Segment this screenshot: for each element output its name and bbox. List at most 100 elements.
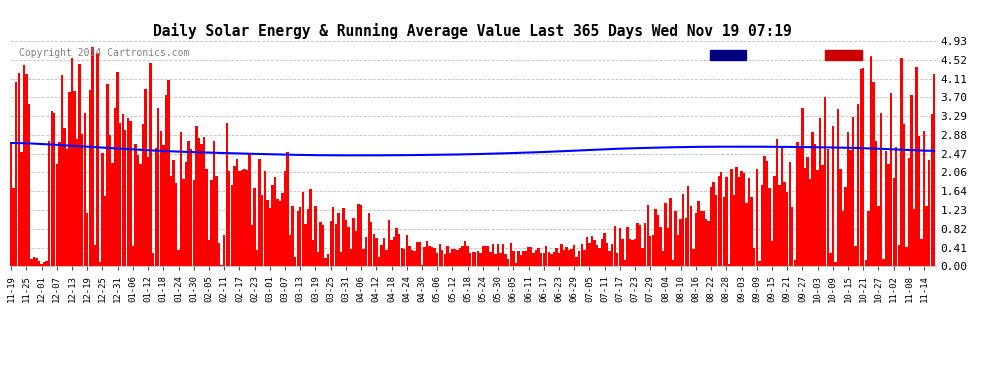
Bar [76, 139, 78, 266]
Bar [928, 160, 931, 266]
Bar [41, 264, 43, 266]
Bar [246, 170, 248, 266]
Bar [378, 257, 380, 266]
Bar [327, 254, 330, 266]
Bar [248, 154, 250, 266]
Bar [20, 152, 23, 266]
Bar [578, 251, 580, 266]
Bar [383, 238, 385, 266]
Bar [687, 186, 689, 266]
Bar [233, 166, 236, 266]
Bar [86, 213, 88, 266]
Bar [517, 251, 520, 266]
Bar [702, 211, 705, 266]
Bar [543, 253, 545, 266]
Bar [684, 218, 687, 266]
Bar [910, 95, 913, 266]
Bar [448, 252, 451, 266]
Bar [672, 260, 674, 266]
Bar [145, 89, 147, 266]
Bar [778, 185, 781, 266]
Bar [840, 169, 842, 266]
Bar [241, 170, 244, 266]
Bar [771, 240, 773, 266]
Bar [898, 244, 900, 266]
Bar [347, 227, 349, 266]
Bar [157, 108, 159, 266]
Bar [601, 239, 603, 266]
Bar [263, 171, 266, 266]
Bar [791, 207, 793, 266]
Bar [753, 248, 755, 266]
Bar [540, 252, 543, 266]
Bar [606, 243, 608, 266]
Bar [393, 237, 395, 266]
Bar [535, 250, 538, 266]
Bar [294, 257, 296, 266]
Bar [586, 237, 588, 266]
Bar [320, 222, 322, 266]
Bar [172, 160, 174, 266]
Bar [661, 251, 664, 266]
Bar [180, 132, 182, 266]
Bar [708, 221, 710, 266]
Bar [806, 157, 809, 266]
Bar [864, 260, 867, 266]
Bar [728, 264, 730, 266]
Bar [733, 195, 736, 266]
Bar [877, 206, 880, 266]
Bar [53, 113, 55, 266]
Bar [890, 93, 892, 266]
Bar [713, 182, 715, 266]
Bar [281, 193, 284, 266]
Bar [651, 235, 654, 266]
Bar [13, 188, 15, 266]
Bar [817, 170, 819, 266]
Bar [458, 248, 461, 266]
Bar [731, 169, 733, 266]
Bar [63, 128, 65, 266]
Bar [218, 243, 221, 266]
Bar [809, 179, 811, 266]
Bar [164, 95, 167, 266]
Bar [390, 240, 393, 266]
Bar [322, 225, 325, 266]
Bar [132, 246, 134, 266]
Bar [804, 168, 806, 266]
Bar [314, 206, 317, 266]
Bar [10, 143, 12, 266]
Bar [931, 114, 933, 266]
Bar [471, 252, 474, 266]
Bar [682, 194, 684, 266]
Bar [289, 235, 291, 266]
Bar [279, 201, 281, 266]
Bar [190, 149, 192, 266]
Bar [198, 138, 200, 266]
Bar [484, 246, 487, 266]
Bar [106, 84, 109, 266]
Bar [23, 65, 25, 266]
Bar [705, 219, 707, 266]
Bar [286, 152, 289, 266]
Bar [913, 210, 915, 266]
Bar [783, 182, 786, 266]
Bar [395, 228, 398, 266]
Bar [193, 180, 195, 266]
Bar [822, 165, 824, 266]
Bar [48, 141, 50, 266]
Bar [312, 240, 314, 266]
Bar [101, 153, 104, 266]
Bar [557, 252, 560, 266]
Bar [667, 228, 669, 266]
Bar [596, 245, 598, 266]
Bar [203, 137, 205, 266]
Bar [900, 58, 903, 266]
Bar [835, 262, 837, 266]
Bar [758, 261, 760, 266]
Bar [492, 244, 494, 266]
Bar [231, 185, 233, 266]
Bar [796, 142, 799, 266]
Bar [31, 259, 33, 266]
Bar [583, 250, 585, 266]
Bar [669, 198, 672, 266]
